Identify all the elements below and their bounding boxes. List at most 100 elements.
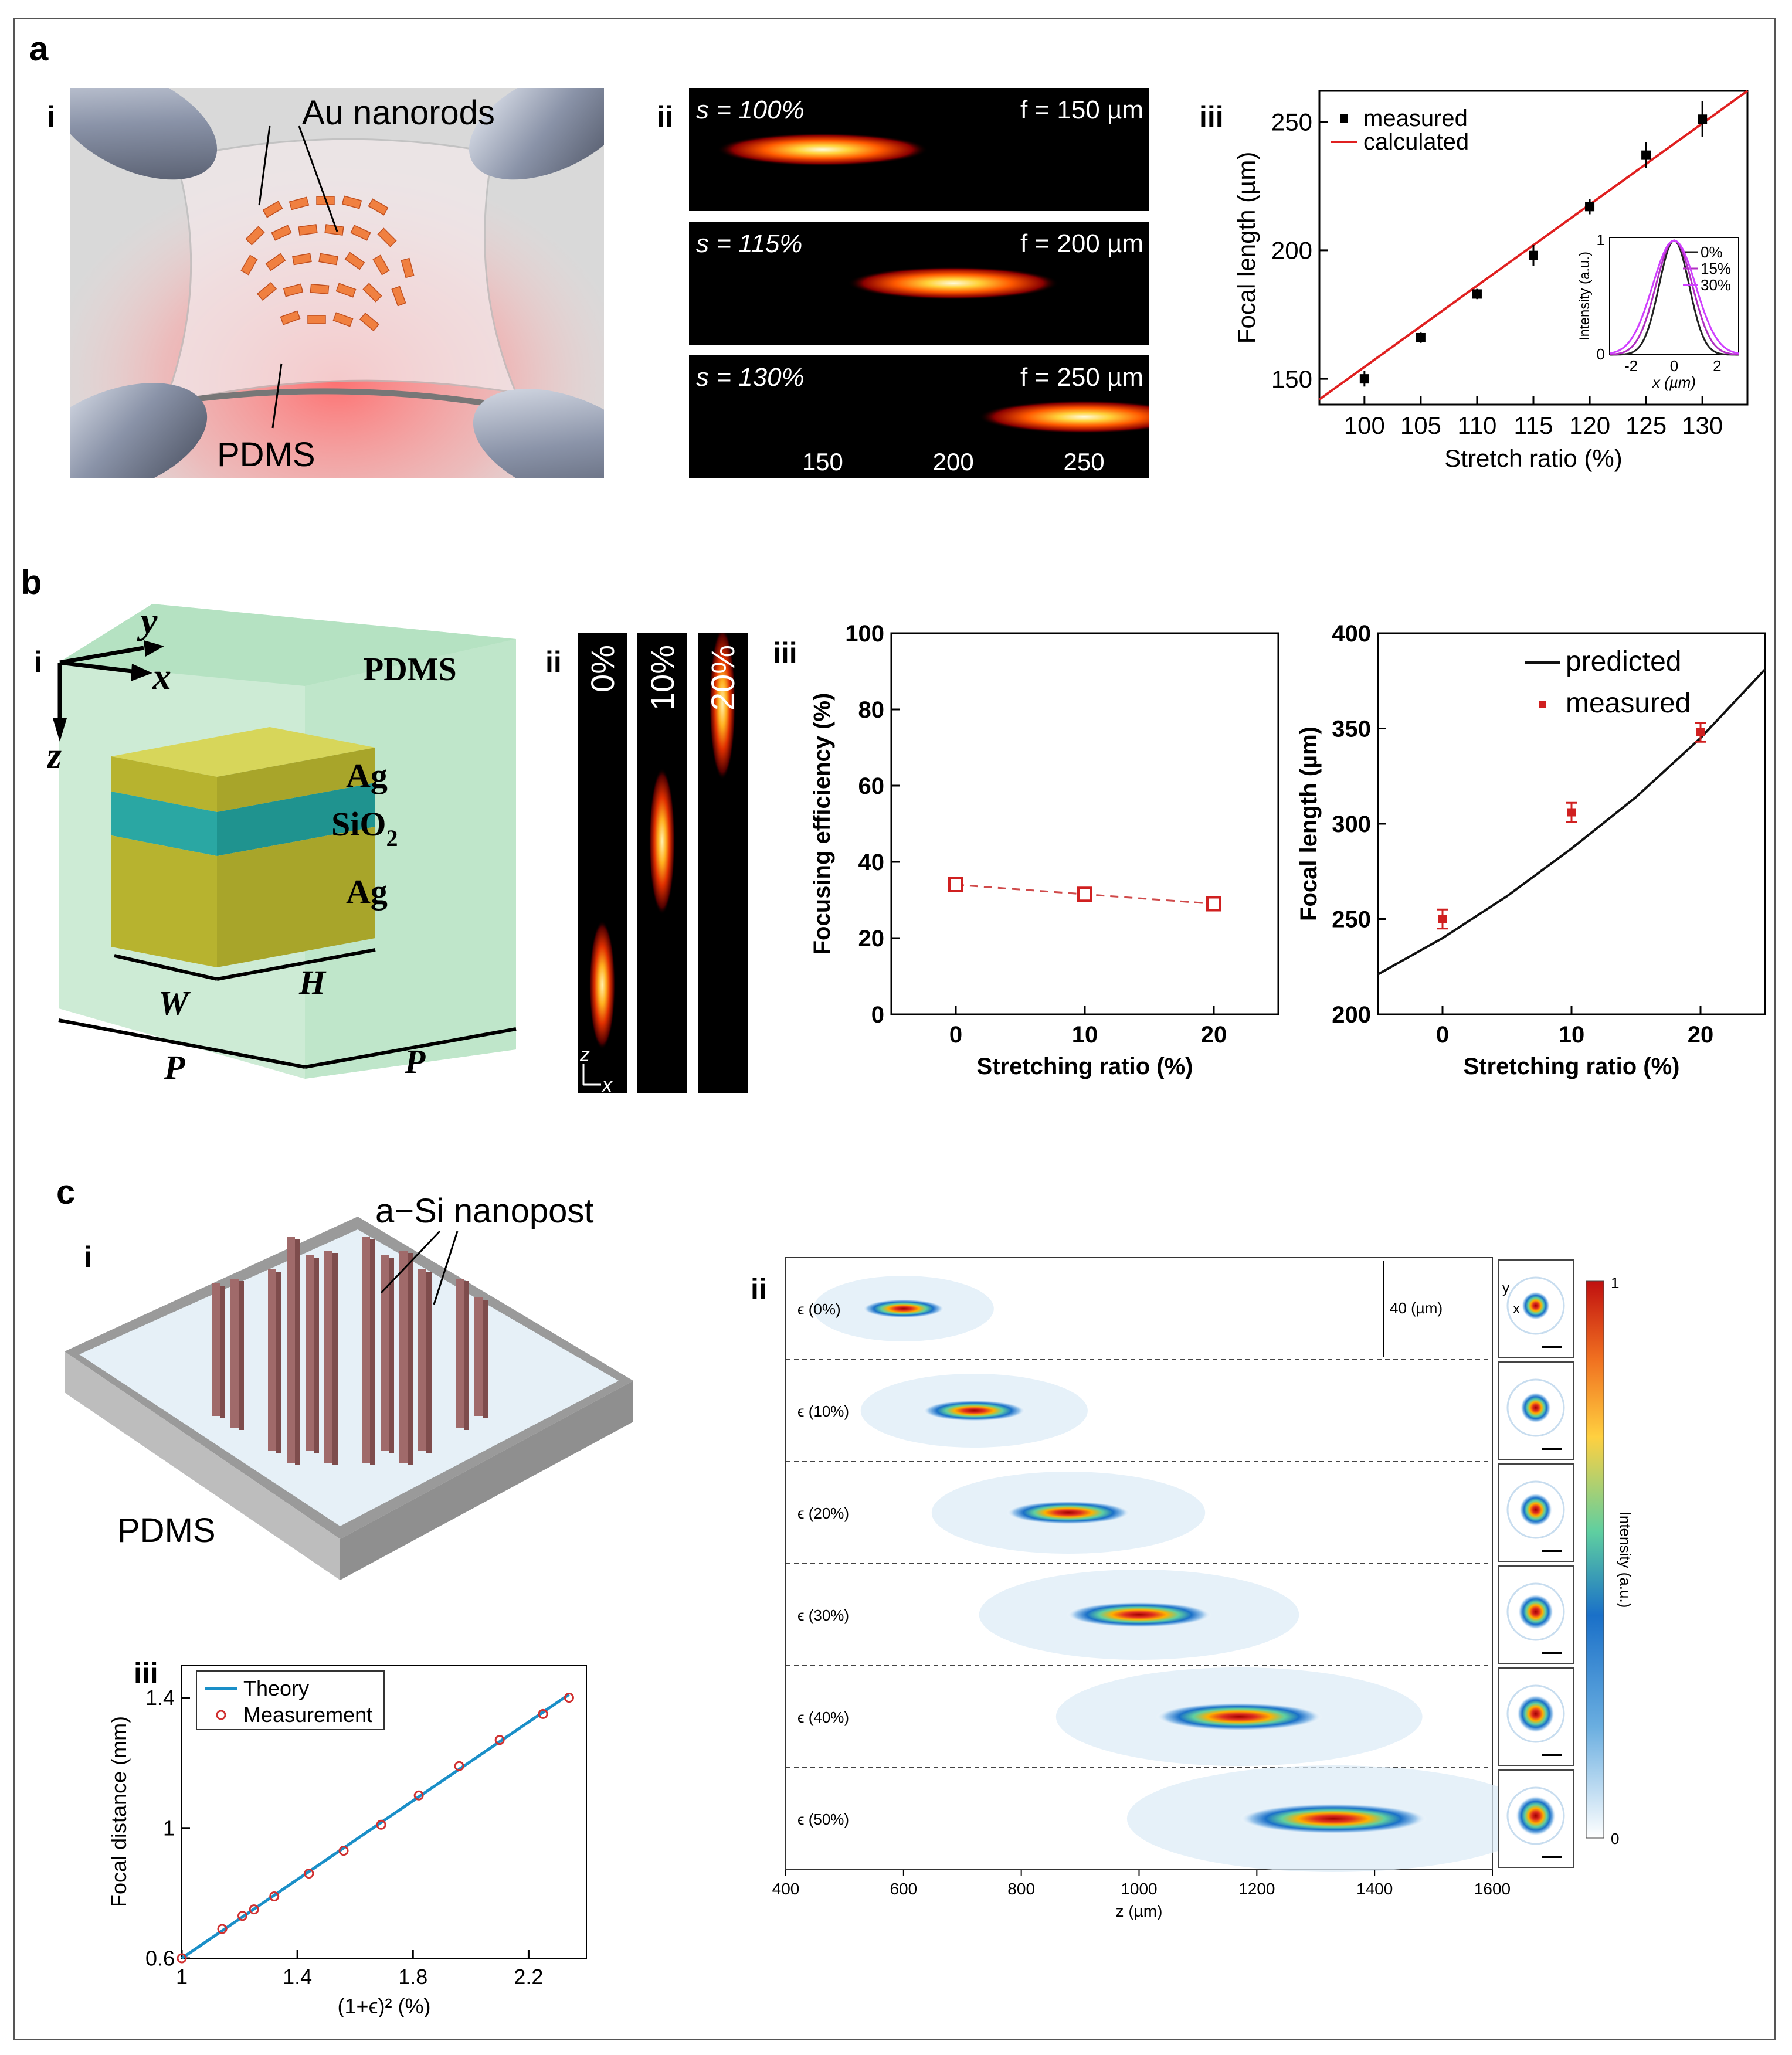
nanopost-side (239, 1375, 244, 1430)
efficiency-point (948, 877, 963, 892)
intensity-distribution-maps: ϵ (0%) ϵ (10%) ϵ (20%) ϵ (30%) ϵ (40%) ϵ (50%… (772, 1257, 1634, 1920)
focal-distance-chart: 1 1.4 1.8 2.20.611.4(1+ϵ)² (%)Focal distanc… (107, 1665, 587, 2017)
scale-label: 40 (µm) (1390, 1299, 1443, 1317)
nanopost-side (314, 1398, 319, 1453)
y-tick-label: 200 (1271, 237, 1312, 264)
x-tick-label: 10 (1072, 1022, 1098, 1048)
row-label-4: ϵ (40%) (797, 1708, 849, 1726)
y-tick-label: 1.4 (145, 1686, 175, 1710)
y-tick-label: 1 (163, 1816, 175, 1840)
panel-b-iii-label: iii (773, 637, 797, 670)
legend-calculated-text: calculated (1363, 129, 1469, 155)
nanopost-side (426, 1412, 432, 1453)
x-tick-label: 105 (1400, 412, 1441, 439)
axis-x-label: x (152, 655, 171, 697)
x-tick-label: 120 (1569, 412, 1610, 439)
measurement-point (494, 1735, 505, 1745)
nanopost-side (276, 1342, 281, 1383)
nanopost (381, 1396, 389, 1451)
xy-spot-1 (1521, 1392, 1551, 1423)
focal-spot-1 (847, 267, 1059, 300)
row-label-2: ϵ (20%) (797, 1504, 849, 1522)
y-axis-title: Focal length (µm) (1233, 152, 1260, 344)
nanopost-metalens-illustration: a−Si nanopost PDMS (65, 1192, 633, 1580)
x-tick-label: 100 (1344, 412, 1385, 439)
nanopost (268, 1410, 276, 1451)
stretch-label-0: s = 100% (696, 96, 805, 124)
nanopost-side (426, 1366, 432, 1407)
sio2-label: SiO2 (331, 805, 398, 851)
y-tick-label: 400 (1332, 621, 1371, 647)
colorbar-max: 1 (1611, 1274, 1619, 1292)
focal-spot-2 (978, 400, 1149, 433)
panel-a-i-label: i (47, 100, 55, 133)
stretch-label-1: s = 115% (696, 229, 802, 258)
panel-c-ii-label: ii (751, 1273, 767, 1306)
nanopost-side (389, 1398, 394, 1453)
y-tick-label: 20 (858, 926, 885, 952)
x-axis-title: Stretch ratio (%) (1444, 444, 1622, 472)
xy-spot-5 (1516, 1796, 1556, 1836)
x-tick-label: 1400 (1356, 1880, 1393, 1898)
nanopost-side (483, 1370, 488, 1418)
nanopost-label: a−Si nanopost (375, 1192, 593, 1230)
inset-x-tick: 0 (1670, 357, 1678, 375)
xy-ring-4 (1506, 1684, 1565, 1743)
legend-box (196, 1670, 385, 1730)
inset-x-tick: -2 (1624, 357, 1638, 375)
xy-ring-5 (1506, 1786, 1565, 1845)
focal-spot-c-2 (1006, 1501, 1131, 1524)
focal-length-vs-stretching-chart: 0 10 20 200 250 300 350 400 Stretching ratio (%)… (1296, 621, 1766, 1079)
measured-point (1696, 728, 1705, 736)
nanopost-side (220, 1356, 225, 1418)
p-label-1: P (164, 1048, 185, 1086)
nanopost-side (426, 1295, 432, 1336)
x-axis-title: z (µm) (1116, 1902, 1163, 1920)
y-tick-label: 100 (845, 621, 884, 647)
panel-b-letter: b (21, 563, 42, 602)
legend-measured-text: measured (1566, 688, 1691, 719)
a-ii-tick-0: 150 (802, 448, 843, 475)
measurement-point (269, 1891, 280, 1901)
strip-label-0: 0% (584, 645, 621, 692)
inset-frame (1609, 237, 1739, 355)
x-tick-label: 0 (1436, 1022, 1449, 1048)
x-tick-label: 1 (176, 1965, 188, 1989)
plot-frame (890, 632, 1279, 1015)
h-label: H (298, 963, 327, 1001)
nanopost-side (426, 1319, 432, 1360)
focal-label-0: f = 150 µm (1020, 96, 1143, 124)
nanopost (362, 1401, 370, 1463)
x-axis-title: Stretching ratio (%) (977, 1054, 1193, 1079)
panel-b-ii-label: ii (545, 646, 562, 678)
measured-point (1438, 915, 1447, 923)
y-tick-label: 250 (1271, 108, 1312, 135)
colorbar-min: 0 (1611, 1830, 1619, 1847)
nanopost (324, 1415, 332, 1463)
x-tick-label: 1.8 (398, 1965, 427, 1989)
measurement-point (538, 1708, 548, 1719)
legend-measured-marker (1539, 701, 1546, 708)
measurement-point (249, 1904, 259, 1915)
x-tick-label: 20 (1688, 1022, 1714, 1048)
p-label-2: P (404, 1042, 426, 1081)
strip-axis-z: z (579, 1044, 590, 1066)
ag-top-label: Ag (346, 756, 388, 794)
x-axis-title: Stretching ratio (%) (1464, 1054, 1680, 1079)
focal-spot-c-5 (1239, 1803, 1427, 1834)
xy-spot-2 (1519, 1493, 1552, 1526)
plot-frame (181, 1665, 587, 1959)
xy-ring-1 (1506, 1378, 1565, 1437)
measurement-point (454, 1761, 464, 1771)
y-tick-label: 0 (871, 1002, 884, 1028)
x-tick-label: 10 (1559, 1022, 1585, 1048)
x-tick-label: 600 (890, 1880, 917, 1898)
panel-b-i-label: i (34, 646, 42, 678)
focusing-efficiency-chart: 0 10 20 0 20 40 60 80 100 Stretching ratio (%) Foc… (809, 621, 1279, 1079)
legend-measurement-marker (216, 1710, 226, 1720)
x-axis-title: (1+ϵ)² (%) (338, 1994, 431, 2017)
w-label: W (158, 984, 191, 1022)
focal-spot-c-4 (1156, 1703, 1323, 1731)
y-tick-label: 150 (1271, 365, 1312, 393)
